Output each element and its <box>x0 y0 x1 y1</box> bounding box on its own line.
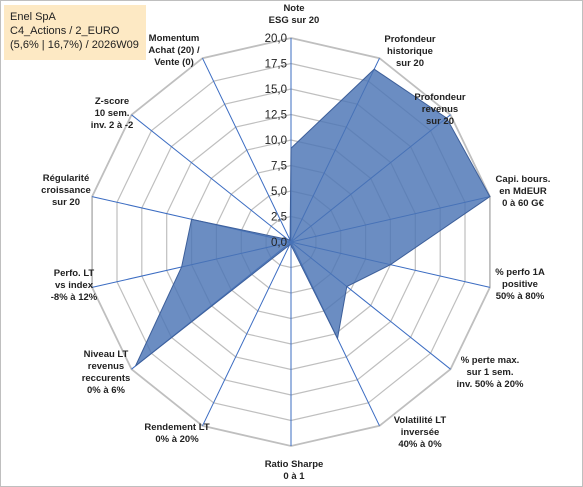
axis-label: Perfo. LT vs index -8% à 12% <box>51 268 98 303</box>
axis-label: Capi. bours. en MdEUR 0 à 60 G€ <box>496 174 551 209</box>
tick-label: 15,0 <box>265 84 287 96</box>
axis-label: Profondeur revenus sur 20 <box>414 92 465 127</box>
radar-tick-labels: 0,0 2,5 5,0 7,5 10,0 12,5 15,0 17,5 20,0 <box>265 33 287 249</box>
tick-label: 5,0 <box>271 186 287 198</box>
info-box: Enel SpA C4_Actions / 2_EURO (5,6% | 16,… <box>4 5 146 60</box>
axis-label: Note ESG sur 20 <box>269 3 320 26</box>
tick-label: 0,0 <box>271 237 287 249</box>
axis-label: Niveau LT revenus reccurents 0% à 6% <box>82 349 131 396</box>
tick-label: 7,5 <box>271 161 287 173</box>
info-stats: (5,6% | 16,7%) / 2026W09 <box>10 39 139 51</box>
radar-axis-labels: Note ESG sur 20 Profondeur historique sur 20… <box>41 3 550 482</box>
info-company: Enel SpA <box>10 11 56 23</box>
axis-label: Régularité croissance sur 20 <box>41 173 91 208</box>
axis-label: Momentum Achat (20) / Vente (0) <box>148 33 200 68</box>
tick-label: 2,5 <box>271 212 287 224</box>
axis-label: Rendement LT 0% à 20% <box>144 422 209 445</box>
axis-label: % perfo 1A positive 50% à 80% <box>495 267 545 302</box>
spoke-line <box>202 57 292 243</box>
axis-label: Ratio Sharpe 0 à 1 <box>265 459 324 482</box>
spoke-line <box>131 114 292 243</box>
tick-label: 17,5 <box>265 59 287 71</box>
tick-label: 20,0 <box>265 33 287 45</box>
tick-label: 12,5 <box>265 110 287 122</box>
axis-label: Z-score 10 sem. inv. 2 à -2 <box>91 96 134 131</box>
axis-label: Volatilité LT inversée 40% à 0% <box>394 415 447 450</box>
axis-label: Profondeur historique sur 20 <box>384 34 435 69</box>
radar-series <box>135 68 491 367</box>
axis-label: % perte max. sur 1 sem. inv. 50% à 20% <box>457 355 524 390</box>
spoke-line <box>202 241 292 427</box>
tick-label: 10,0 <box>265 135 287 147</box>
info-category: C4_Actions / 2_EURO <box>10 25 120 37</box>
